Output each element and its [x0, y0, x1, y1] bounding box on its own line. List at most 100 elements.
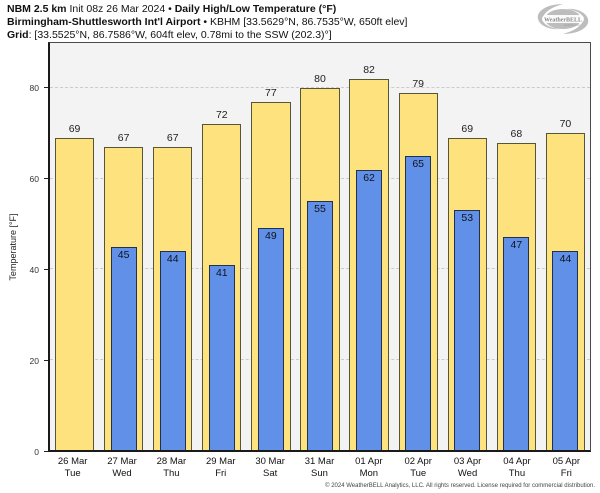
x-tick-label: 31 Mar Sun: [295, 456, 344, 479]
x-tick-date: 02 Apr: [404, 456, 432, 467]
x-tick-date: 31 Mar: [304, 456, 335, 467]
x-tick-weekday: Tue: [64, 467, 81, 479]
bullet-separator: •: [203, 16, 208, 28]
chart-title-block: NBM 2.5 km Init 08z 26 Mar 2024 • Daily …: [7, 3, 407, 42]
bullet-separator: •: [168, 3, 172, 15]
x-tick-weekday: Fri: [560, 467, 572, 479]
low-bar: 44: [159, 251, 186, 450]
low-value-label: 62: [363, 171, 375, 184]
y-tick-label: 0: [34, 447, 39, 457]
low-bar: 41: [208, 264, 235, 450]
gridline-80: [50, 87, 590, 89]
low-value-label: 41: [215, 266, 228, 279]
x-tick-label: 29 Mar Fri: [196, 456, 245, 479]
y-axis: 0 20 40 60 80: [0, 42, 48, 457]
low-value-label: 44: [166, 253, 179, 266]
station-name: Birmingham-Shuttlesworth Int'l Airport: [7, 16, 201, 28]
high-bar: [54, 137, 95, 450]
low-bar: 49: [257, 228, 284, 450]
low-bar: 62: [356, 169, 383, 450]
x-tick-date: 28 Mar: [156, 456, 187, 467]
high-value-label: 72: [215, 109, 228, 122]
x-tick-date: 04 Apr: [503, 456, 531, 467]
init-time: Init 08z 26 Mar 2024: [69, 3, 166, 15]
x-tick-date: 29 Mar: [205, 456, 236, 467]
weatherbell-logo: WeatherBELL Analytics LLC: [537, 4, 589, 34]
x-tick-weekday: Sat: [263, 467, 278, 479]
y-tick-label: 40: [29, 264, 39, 275]
title-line-3: Grid: [33.5525°N, 86.7586°W, 604ft elev,…: [7, 29, 407, 42]
high-value-label: 79: [412, 77, 424, 90]
x-tick-date: 05 Apr: [552, 456, 581, 467]
x-tick-date: 01 Apr: [355, 456, 383, 467]
bar-group: 69 53: [443, 43, 492, 450]
x-tick-label: 26 Mar Tue: [48, 456, 97, 479]
low-value-label: 55: [314, 203, 326, 216]
logo-text: WeatherBELL: [544, 17, 582, 23]
high-value-label: 80: [314, 73, 326, 86]
bar-group: 67 44: [148, 43, 197, 450]
x-tick-date: 26 Mar: [57, 456, 88, 467]
title-line-1: NBM 2.5 km Init 08z 26 Mar 2024 • Daily …: [7, 3, 407, 16]
low-bar: 55: [306, 201, 333, 450]
x-tick-label: 02 Apr Tue: [394, 456, 443, 479]
y-tick-label: 60: [29, 173, 39, 184]
x-tick-weekday: Sun: [311, 467, 328, 479]
y-tick-label: 80: [29, 82, 39, 93]
high-value-label: 67: [117, 132, 130, 145]
bar-group: 68 47: [492, 43, 541, 450]
y-tick-mark: [44, 359, 48, 361]
y-tick-mark: [44, 268, 48, 270]
y-tick-mark: [44, 86, 48, 88]
high-value-label: 67: [166, 132, 179, 145]
x-tick-label: 30 Mar Sat: [245, 456, 294, 479]
bar-group: 80 55: [295, 43, 344, 450]
bar-group: 79 65: [394, 43, 443, 450]
low-value-label: 44: [559, 253, 572, 266]
x-tick-label: 01 Apr Mon: [344, 456, 393, 479]
x-tick-date: 30 Mar: [255, 456, 285, 467]
plot-area: 69 67 45 67 44 72 41 77 49 80 55 82 62 79 65 69 53 68 47 70…: [48, 42, 591, 452]
low-bar: 65: [405, 156, 432, 450]
y-tick-mark: [44, 177, 48, 179]
low-bar: 45: [110, 246, 137, 450]
low-value-label: 53: [461, 212, 474, 225]
low-bar: 53: [454, 210, 481, 450]
x-tick-label: 03 Apr Wed: [443, 456, 492, 479]
x-tick-label: 05 Apr Fri: [542, 456, 591, 479]
x-tick-weekday: Thu: [508, 467, 526, 479]
station-detail: KBHM [33.5629°N, 86.7535°W, 650ft elev]: [209, 16, 408, 28]
x-tick-weekday: Mon: [359, 467, 379, 479]
x-tick-date: 03 Apr: [453, 456, 482, 467]
low-value-label: 45: [117, 248, 130, 261]
high-value-label: 82: [363, 64, 375, 77]
logo-subtext: Analytics LLC: [564, 23, 580, 27]
bar-group: 77 49: [246, 43, 295, 450]
bar-group: 82 62: [345, 43, 394, 450]
grid-detail: : [33.5525°N, 86.7586°W, 604ft elev, 0.7…: [28, 29, 332, 41]
low-value-label: 47: [510, 239, 523, 252]
x-tick-weekday: Tue: [410, 467, 427, 479]
high-value-label: 68: [510, 127, 523, 140]
high-value-label: 69: [461, 122, 474, 135]
x-tick-date: 27 Mar: [107, 456, 137, 467]
low-bar: 47: [503, 237, 530, 450]
x-axis-labels: 26 Mar Tue 27 Mar Wed 28 Mar Thu 29 Mar Fri 30 M…: [48, 456, 591, 482]
product-name: Daily High/Low Temperature (°F): [174, 3, 337, 15]
bar-group: 69: [50, 43, 99, 450]
bar-group: 70 44: [541, 43, 590, 450]
x-tick-label: 28 Mar Thu: [147, 456, 196, 479]
low-value-label: 49: [265, 230, 277, 243]
low-value-label: 65: [412, 158, 424, 171]
y-tick-mark: [44, 451, 48, 452]
high-value-label: 77: [265, 86, 277, 99]
x-tick-weekday: Thu: [163, 467, 180, 479]
x-tick-weekday: Wed: [457, 467, 478, 479]
model-name: NBM 2.5 km: [7, 3, 67, 15]
x-tick-weekday: Wed: [112, 467, 132, 479]
bar-group: 72 41: [197, 43, 246, 450]
high-value-label: 69: [68, 122, 81, 135]
x-tick-label: 04 Apr Thu: [492, 456, 541, 479]
title-line-2: Birmingham-Shuttlesworth Int'l Airport •…: [7, 16, 407, 29]
